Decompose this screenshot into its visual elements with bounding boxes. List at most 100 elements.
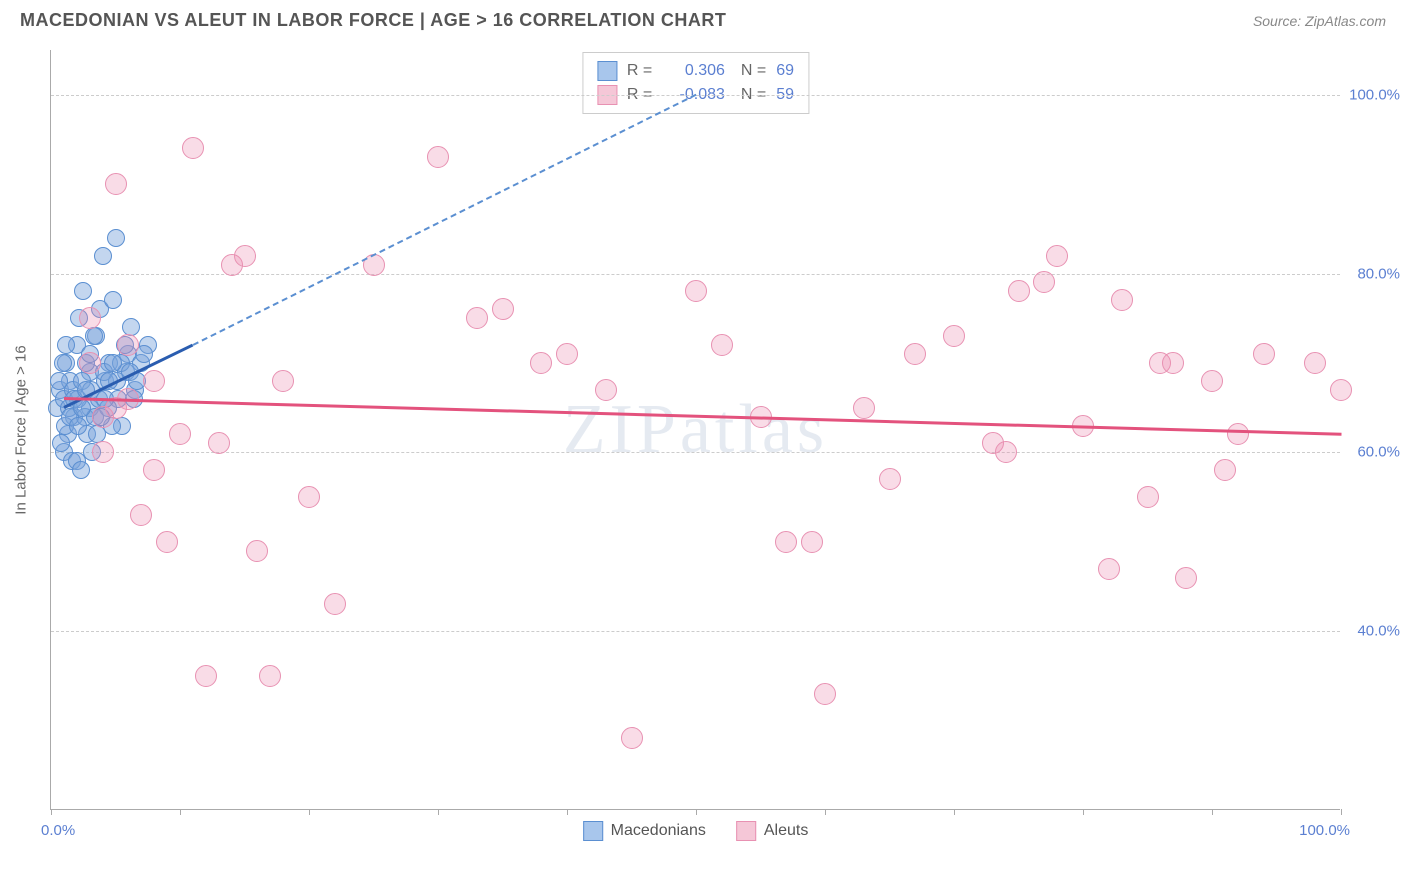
- scatter-point: [72, 461, 90, 479]
- scatter-point: [85, 327, 103, 345]
- x-tick: [309, 809, 310, 815]
- legend-swatch: [736, 821, 756, 841]
- y-axis-title: In Labor Force | Age > 16: [13, 345, 30, 514]
- x-axis-max-label: 100.0%: [1299, 822, 1350, 839]
- scatter-point: [169, 423, 191, 445]
- n-value: 69: [776, 62, 794, 80]
- legend-item: Aleuts: [736, 821, 808, 841]
- legend-row: R = 0.306 N = 69: [597, 59, 794, 83]
- scatter-point: [79, 307, 101, 329]
- scatter-point: [272, 370, 294, 392]
- r-value: 0.306: [665, 62, 725, 80]
- scatter-point: [853, 397, 875, 419]
- x-axis-min-label: 0.0%: [41, 822, 75, 839]
- x-tick: [696, 809, 697, 815]
- scatter-point: [234, 245, 256, 267]
- legend-swatch: [583, 821, 603, 841]
- scatter-point: [711, 334, 733, 356]
- gridline: [51, 274, 1340, 275]
- x-tick: [51, 809, 52, 815]
- scatter-point: [1162, 352, 1184, 374]
- scatter-point: [74, 282, 92, 300]
- trend-extension: [192, 94, 696, 346]
- scatter-point: [69, 417, 87, 435]
- scatter-point: [182, 137, 204, 159]
- scatter-chart: ZIPatlas In Labor Force | Age > 16 0.0% …: [50, 50, 1340, 810]
- scatter-point: [1201, 370, 1223, 392]
- scatter-point: [943, 325, 965, 347]
- scatter-point: [50, 372, 68, 390]
- watermark-text: ZIPatlas: [563, 390, 828, 470]
- scatter-point: [143, 370, 165, 392]
- scatter-point: [156, 531, 178, 553]
- scatter-point: [94, 247, 112, 265]
- scatter-point: [195, 665, 217, 687]
- r-label: R =: [627, 62, 655, 80]
- x-tick: [954, 809, 955, 815]
- scatter-point: [1253, 343, 1275, 365]
- scatter-point: [79, 352, 101, 374]
- scatter-point: [621, 727, 643, 749]
- x-tick: [567, 809, 568, 815]
- scatter-point: [879, 468, 901, 490]
- scatter-point: [1111, 289, 1133, 311]
- scatter-point: [54, 354, 72, 372]
- scatter-point: [995, 441, 1017, 463]
- legend-label: Macedonians: [611, 822, 706, 840]
- x-tick: [1341, 809, 1342, 815]
- scatter-point: [324, 593, 346, 615]
- scatter-point: [1098, 558, 1120, 580]
- x-tick: [825, 809, 826, 815]
- scatter-point: [92, 441, 114, 463]
- scatter-point: [105, 173, 127, 195]
- scatter-point: [246, 540, 268, 562]
- scatter-point: [104, 354, 122, 372]
- scatter-point: [208, 432, 230, 454]
- scatter-point: [117, 334, 139, 356]
- y-tick-label: 40.0%: [1357, 623, 1400, 640]
- scatter-point: [1214, 459, 1236, 481]
- scatter-point: [104, 291, 122, 309]
- scatter-point: [1175, 567, 1197, 589]
- scatter-point: [466, 307, 488, 329]
- scatter-point: [1033, 271, 1055, 293]
- scatter-point: [1227, 423, 1249, 445]
- series-legend: Macedonians Aleuts: [583, 821, 809, 841]
- chart-source: Source: ZipAtlas.com: [1253, 13, 1386, 29]
- scatter-point: [556, 343, 578, 365]
- scatter-point: [904, 343, 926, 365]
- x-tick: [1212, 809, 1213, 815]
- scatter-point: [298, 486, 320, 508]
- scatter-point: [1137, 486, 1159, 508]
- scatter-point: [685, 280, 707, 302]
- n-label: N =: [741, 62, 766, 80]
- scatter-point: [801, 531, 823, 553]
- scatter-point: [143, 459, 165, 481]
- legend-label: Aleuts: [764, 822, 808, 840]
- y-tick-label: 60.0%: [1357, 444, 1400, 461]
- legend-item: Macedonians: [583, 821, 706, 841]
- scatter-point: [492, 298, 514, 320]
- scatter-point: [130, 504, 152, 526]
- scatter-point: [814, 683, 836, 705]
- scatter-point: [57, 336, 75, 354]
- gridline: [51, 631, 1340, 632]
- scatter-point: [107, 229, 125, 247]
- scatter-point: [595, 379, 617, 401]
- scatter-point: [1008, 280, 1030, 302]
- trend-line: [64, 397, 1341, 436]
- scatter-point: [259, 665, 281, 687]
- x-tick: [1083, 809, 1084, 815]
- scatter-point: [52, 434, 70, 452]
- scatter-point: [1330, 379, 1352, 401]
- y-tick-label: 80.0%: [1357, 265, 1400, 282]
- scatter-point: [530, 352, 552, 374]
- scatter-point: [427, 146, 449, 168]
- x-tick: [180, 809, 181, 815]
- chart-title: MACEDONIAN VS ALEUT IN LABOR FORCE | AGE…: [20, 10, 726, 31]
- y-tick-label: 100.0%: [1349, 86, 1400, 103]
- gridline: [51, 452, 1340, 453]
- scatter-point: [775, 531, 797, 553]
- scatter-point: [1304, 352, 1326, 374]
- scatter-point: [1046, 245, 1068, 267]
